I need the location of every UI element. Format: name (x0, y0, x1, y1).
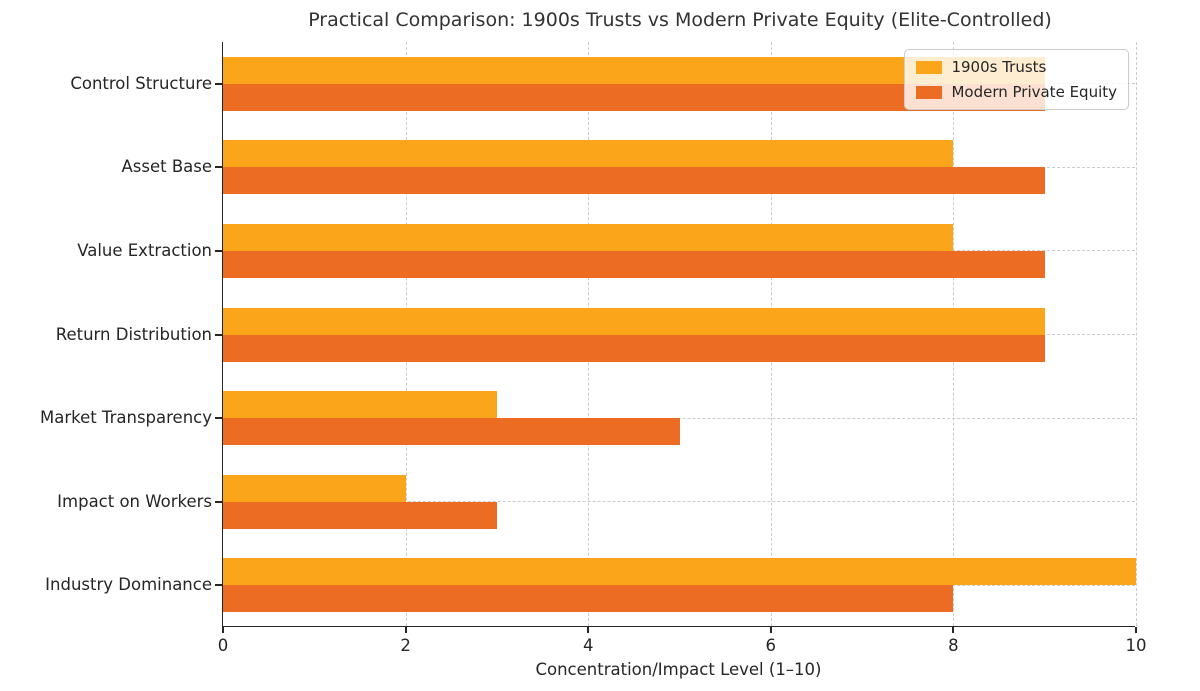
x-tick-2 (404, 627, 407, 633)
bar-modern-private-equity-market-transparency (223, 418, 680, 446)
x-tick-label-0: 0 (217, 636, 229, 655)
x-tick-10 (1135, 627, 1137, 633)
x-tick-label-4: 4 (582, 636, 594, 655)
gridline-y-impact-on-workers (223, 501, 1135, 503)
y-tick-asset-base (215, 166, 222, 169)
x-axis-title: Concentration/Impact Level (1–10) (535, 660, 822, 679)
legend-item-private-equity: Modern Private Equity (916, 83, 1117, 101)
gridline-x-10 (1136, 42, 1137, 626)
x-tick-label-6: 6 (765, 636, 777, 655)
x-tick-6 (769, 627, 772, 633)
y-label-impact-on-workers: Impact on Workers (57, 491, 212, 511)
y-tick-market-transparency (215, 417, 222, 420)
chart-title: Practical Comparison: 1900s Trusts vs Mo… (308, 9, 1052, 31)
legend-label-private-equity: Modern Private Equity (951, 83, 1117, 101)
x-tick-0 (222, 627, 224, 633)
plot-area: 1900s Trusts Modern Private Equity 0 2 4 6 8… (215, 42, 1147, 655)
bar-modern-private-equity-impact-on-workers (223, 501, 497, 529)
y-label-control-structure: Control Structure (70, 73, 212, 93)
bar-1900s-trusts-return-distribution (223, 307, 1045, 335)
x-tick-8 (952, 627, 955, 633)
x-tick-label-8: 8 (948, 636, 959, 655)
y-tick-value-extraction (215, 249, 222, 252)
bar-1900s-trusts-impact-on-workers (223, 474, 406, 502)
bar-1900s-trusts-industry-dominance (223, 558, 1136, 586)
legend-swatch-trusts (916, 60, 943, 74)
x-tick-4 (587, 627, 590, 633)
y-label-industry-dominance: Industry Dominance (45, 575, 212, 595)
legend: 1900s Trusts Modern Private Equity (904, 49, 1129, 110)
y-label-asset-base: Asset Base (121, 157, 212, 177)
bar-1900s-trusts-value-extraction (223, 223, 954, 251)
x-tick-label-2: 2 (400, 636, 411, 655)
x-tick-label-10: 10 (1125, 636, 1147, 655)
y-label-value-extraction: Value Extraction (77, 240, 212, 260)
bar-modern-private-equity-industry-dominance (223, 585, 954, 613)
legend-swatch-private-equity (916, 85, 943, 99)
bar-1900s-trusts-asset-base (223, 140, 954, 168)
bar-modern-private-equity-asset-base (223, 167, 1045, 195)
y-tick-industry-dominance (215, 584, 222, 587)
y-tick-impact-on-workers (215, 500, 222, 503)
y-tick-return-distribution (215, 333, 222, 336)
bar-1900s-trusts-market-transparency (223, 391, 497, 419)
bar-modern-private-equity-value-extraction (223, 250, 1045, 278)
legend-label-trusts: 1900s Trusts (951, 58, 1047, 76)
bar-modern-private-equity-return-distribution (223, 334, 1045, 362)
y-label-market-transparency: Market Transparency (39, 408, 212, 428)
legend-item-trusts: 1900s Trusts (916, 58, 1117, 76)
y-label-return-distribution: Return Distribution (55, 324, 212, 344)
y-tick-control-structure (215, 82, 222, 85)
